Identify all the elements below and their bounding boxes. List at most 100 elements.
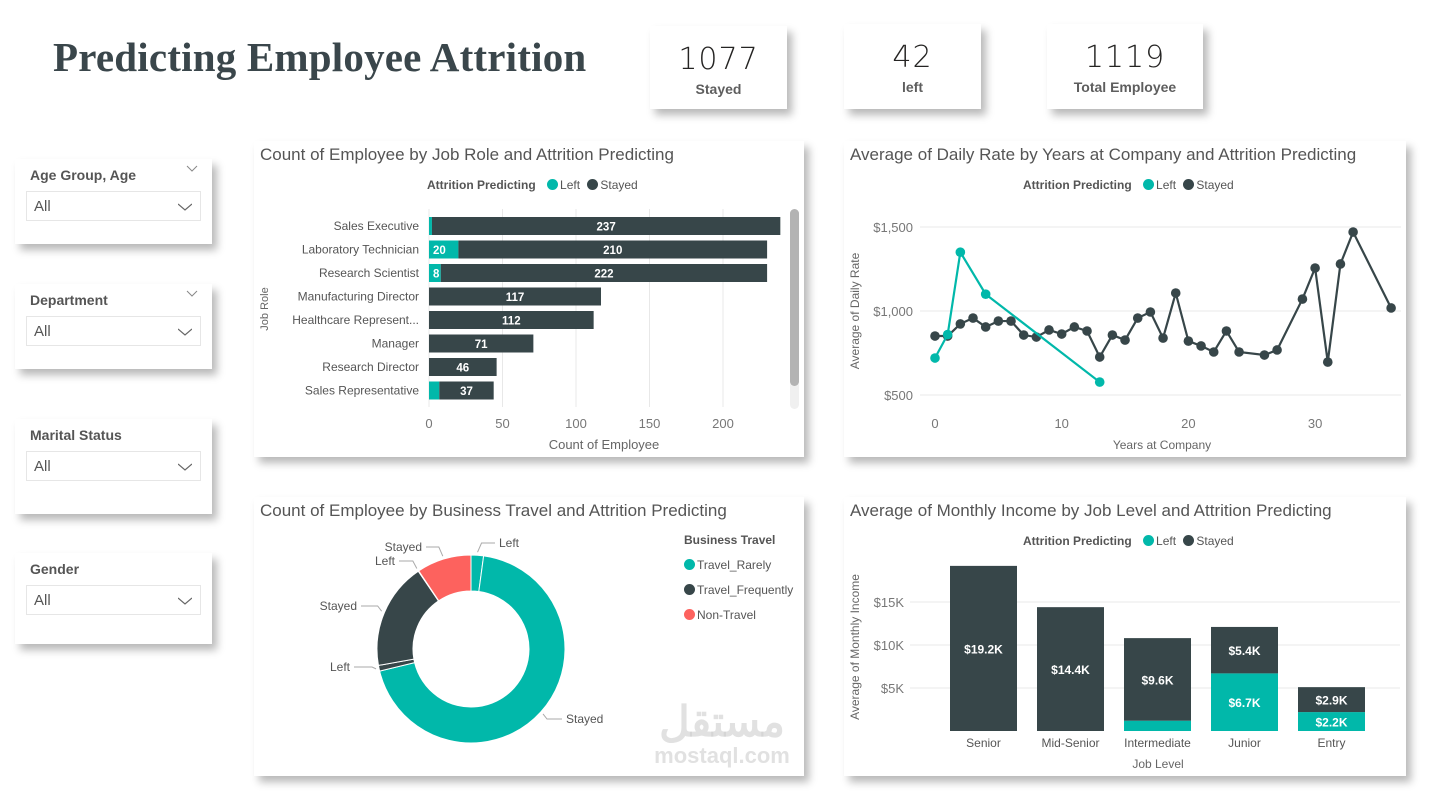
chart-title: Count of Employee by Job Role and Attrit…: [260, 145, 674, 164]
y-tick-label: $15K: [874, 595, 905, 610]
y-category-label: Sales Representative: [305, 384, 419, 398]
chevron-down-icon[interactable]: [186, 165, 198, 173]
legend-left-dot: [1143, 535, 1155, 546]
point-stayed: [993, 316, 1004, 326]
slice-leader-line: [399, 560, 418, 569]
slicer-department: Department All: [15, 284, 212, 369]
column-stayed: [1298, 687, 1365, 713]
data-label-left: 8: [433, 269, 440, 281]
kpi-label: left: [902, 79, 923, 95]
x-tick-label: 10: [1054, 416, 1068, 431]
business-travel-chart: Count of Employee by Business Travel and…: [254, 497, 804, 776]
data-label-stayed: $9.6K: [1141, 673, 1173, 687]
x-tick-label: 150: [639, 416, 661, 431]
x-tick-label: 50: [495, 416, 509, 431]
gender-dropdown[interactable]: All: [26, 585, 201, 615]
slice-leader-line: [354, 666, 377, 670]
column-left: [1211, 673, 1278, 731]
slicer-title: Age Group, Age: [30, 167, 137, 183]
y-tick-label: $10K: [874, 638, 905, 653]
kpi-card-stayed: 1077 Stayed: [650, 26, 787, 109]
legend-stayed-dot: [587, 179, 599, 190]
x-category-label: Junior: [1228, 736, 1261, 750]
bar-stayed: [429, 287, 601, 306]
daily-rate-chart: Average of Daily Rate by Years at Compan…: [844, 141, 1406, 457]
scrollbar-thumb[interactable]: [790, 209, 799, 386]
point-stayed: [1082, 326, 1092, 336]
point-stayed: [1132, 313, 1143, 323]
y-category-label: Research Scientist: [319, 266, 420, 280]
x-category-label: Entry: [1317, 736, 1345, 750]
point-stayed: [1044, 325, 1054, 335]
x-tick-label: 100: [565, 416, 587, 431]
point-stayed: [1120, 335, 1130, 345]
legend-non-travel-dot: [684, 609, 695, 620]
legend-item-travel-frequently[interactable]: Travel_Frequently: [697, 583, 794, 597]
job-role-chart: Count of Employee by Job Role and Attrit…: [254, 141, 804, 457]
legend-stayed-dot: [1183, 179, 1195, 190]
marital-status-dropdown[interactable]: All: [26, 451, 201, 481]
legend-item-stayed[interactable]: Stayed: [1196, 178, 1234, 192]
legend-travel-frequently-dot: [684, 584, 695, 595]
x-tick-label: 0: [425, 416, 432, 431]
slice-leader-line: [426, 546, 444, 557]
kpi-card-left: 42 left: [844, 24, 981, 109]
point-stayed: [1297, 294, 1308, 304]
watermark: مستقل mostaql.com: [632, 700, 812, 768]
y-tick-label: $1,500: [873, 220, 913, 235]
column-stayed: [950, 565, 1017, 731]
y-category-label: Healthcare Represent...: [292, 313, 419, 327]
point-stayed: [1094, 352, 1105, 362]
data-label-stayed: $2.9K: [1315, 694, 1347, 708]
chevron-down-icon[interactable]: [186, 290, 198, 298]
slicer-title: Marital Status: [30, 427, 122, 443]
data-label-stayed: 117: [506, 292, 525, 304]
y-axis-title: Average of Monthly Income: [848, 574, 862, 720]
bar-stayed: [429, 311, 594, 329]
column-stayed: [1037, 607, 1104, 731]
chart-legend: Attrition Predicting Left Stayed: [1023, 178, 1234, 192]
data-label-left: 20: [433, 245, 446, 257]
slice-label: Stayed: [320, 599, 357, 613]
y-category-label: Laboratory Technician: [302, 243, 419, 257]
y-category-label: Sales Executive: [334, 219, 420, 233]
legend-item-stayed[interactable]: Stayed: [600, 178, 638, 192]
point-stayed: [1386, 303, 1396, 313]
legend-item-stayed[interactable]: Stayed: [1196, 534, 1234, 548]
point-stayed: [955, 319, 966, 329]
chart-legend: Attrition Predicting Left Stayed: [427, 178, 638, 192]
bar-stayed: [429, 334, 534, 353]
slicer-gender: Gender All: [15, 553, 212, 644]
legend-item-left[interactable]: Left: [1156, 534, 1177, 548]
data-label-stayed: 210: [603, 245, 622, 257]
bar-left: [429, 217, 432, 235]
data-label-stayed: 222: [594, 269, 613, 281]
age-group-dropdown[interactable]: All: [26, 191, 201, 221]
point-left: [955, 247, 966, 257]
column-left: [1124, 720, 1191, 731]
column-stayed: [1124, 638, 1191, 721]
chevron-down-icon: [178, 328, 192, 336]
kpi-label: Total Employee: [1073, 79, 1177, 95]
legend-left-dot: [1143, 179, 1155, 190]
slice-leader-line: [361, 605, 383, 612]
job-role-plot: 0 50 100 150 200 Count of Employee Job Role Sal…: [259, 209, 781, 452]
data-label-stayed: 37: [460, 386, 473, 398]
x-axis-title: Count of Employee: [549, 437, 660, 452]
page-title: Predicting Employee Attrition: [53, 34, 587, 80]
legend-item-travel-rarely[interactable]: Travel_Rarely: [697, 558, 772, 572]
slice-label: Left: [330, 660, 351, 674]
legend-left-dot: [547, 179, 559, 190]
bar-stayed: [439, 381, 494, 400]
legend-item-left[interactable]: Left: [560, 178, 581, 192]
point-stayed: [1018, 330, 1029, 340]
scrollbar[interactable]: [790, 209, 799, 409]
bar-stayed: [458, 240, 768, 259]
department-dropdown[interactable]: All: [26, 316, 201, 346]
data-label-stayed: 71: [475, 339, 488, 351]
column-stayed: [1211, 626, 1278, 674]
legend-item-non-travel[interactable]: Non-Travel: [697, 608, 756, 622]
data-label-left: $6.7K: [1228, 696, 1260, 710]
legend-item-left[interactable]: Left: [1156, 178, 1177, 192]
